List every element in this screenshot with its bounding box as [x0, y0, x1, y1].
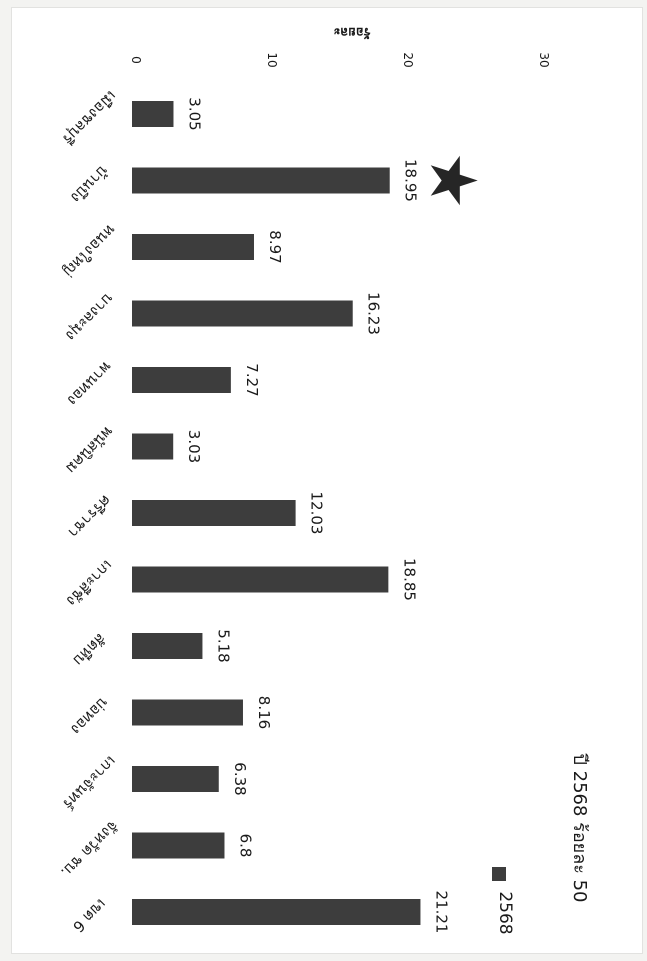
- chart-page: 0 10 20 30 ร้อยละ 3.05 เมืองชลบุรี 18.95 บ้านบึง…: [12, 8, 642, 953]
- category-label: เมืองชลบุรี: [58, 86, 120, 148]
- bar: [132, 234, 254, 260]
- bar: [132, 699, 243, 726]
- data-label: 12.03: [308, 492, 326, 535]
- value-tick-label: 0: [129, 56, 143, 64]
- category-label: พนัสนิคม: [62, 423, 117, 478]
- bar: [132, 500, 296, 526]
- data-label: 3.05: [185, 97, 203, 130]
- bar: [132, 367, 231, 393]
- category-label: เกาะสีชัง: [63, 556, 116, 609]
- bar: [132, 101, 174, 127]
- data-label: 8.97: [266, 230, 284, 263]
- bar: [132, 766, 219, 792]
- bar: [132, 167, 390, 194]
- data-label: 18.85: [400, 558, 418, 601]
- data-label: 6.8: [236, 834, 254, 858]
- star-icon: [430, 155, 478, 206]
- data-label: 18.95: [402, 159, 420, 202]
- bar: [132, 300, 353, 327]
- data-label: 5.18: [214, 629, 232, 662]
- category-label: หนองใหญ่: [60, 221, 120, 281]
- data-label: 3.03: [185, 430, 203, 463]
- category-label: เขต 6: [69, 895, 110, 936]
- data-label: 21.21: [432, 891, 450, 934]
- category-label: บ่อทอง: [67, 694, 111, 738]
- bar: [132, 899, 421, 925]
- bar-chart: 0 10 20 30 ร้อยละ 3.05 เมืองชลบุรี 18.95 บ้านบึง…: [57, 24, 590, 936]
- value-tick-label: 20: [401, 52, 415, 67]
- data-label: 16.23: [365, 292, 383, 335]
- category-label: พานทอง: [64, 358, 115, 409]
- bar: [132, 433, 174, 460]
- data-label: 8.16: [255, 696, 273, 729]
- bar: [132, 566, 389, 593]
- data-label: 7.27: [243, 363, 261, 396]
- category-label: จังหวัด ชบ.: [57, 817, 122, 882]
- legend-label: 2568: [495, 891, 515, 934]
- category-label: ศรีราชา: [65, 492, 115, 542]
- legend-swatch: [492, 867, 506, 881]
- annotation-text: ปี 2568 ร้อยละ 50: [569, 753, 590, 902]
- category-label: บางละมุง: [61, 289, 117, 345]
- value-axis-title: ร้อยละ: [333, 24, 370, 40]
- category-label: สัตหีบ: [70, 630, 110, 670]
- data-label: 6.38: [231, 762, 249, 795]
- bar: [132, 832, 225, 859]
- category-label: เกาะจันทร์: [59, 752, 120, 813]
- value-tick-label: 10: [265, 52, 279, 67]
- bar: [132, 633, 203, 659]
- value-tick-label: 30: [537, 52, 551, 67]
- category-label: บ้านบึง: [67, 162, 112, 207]
